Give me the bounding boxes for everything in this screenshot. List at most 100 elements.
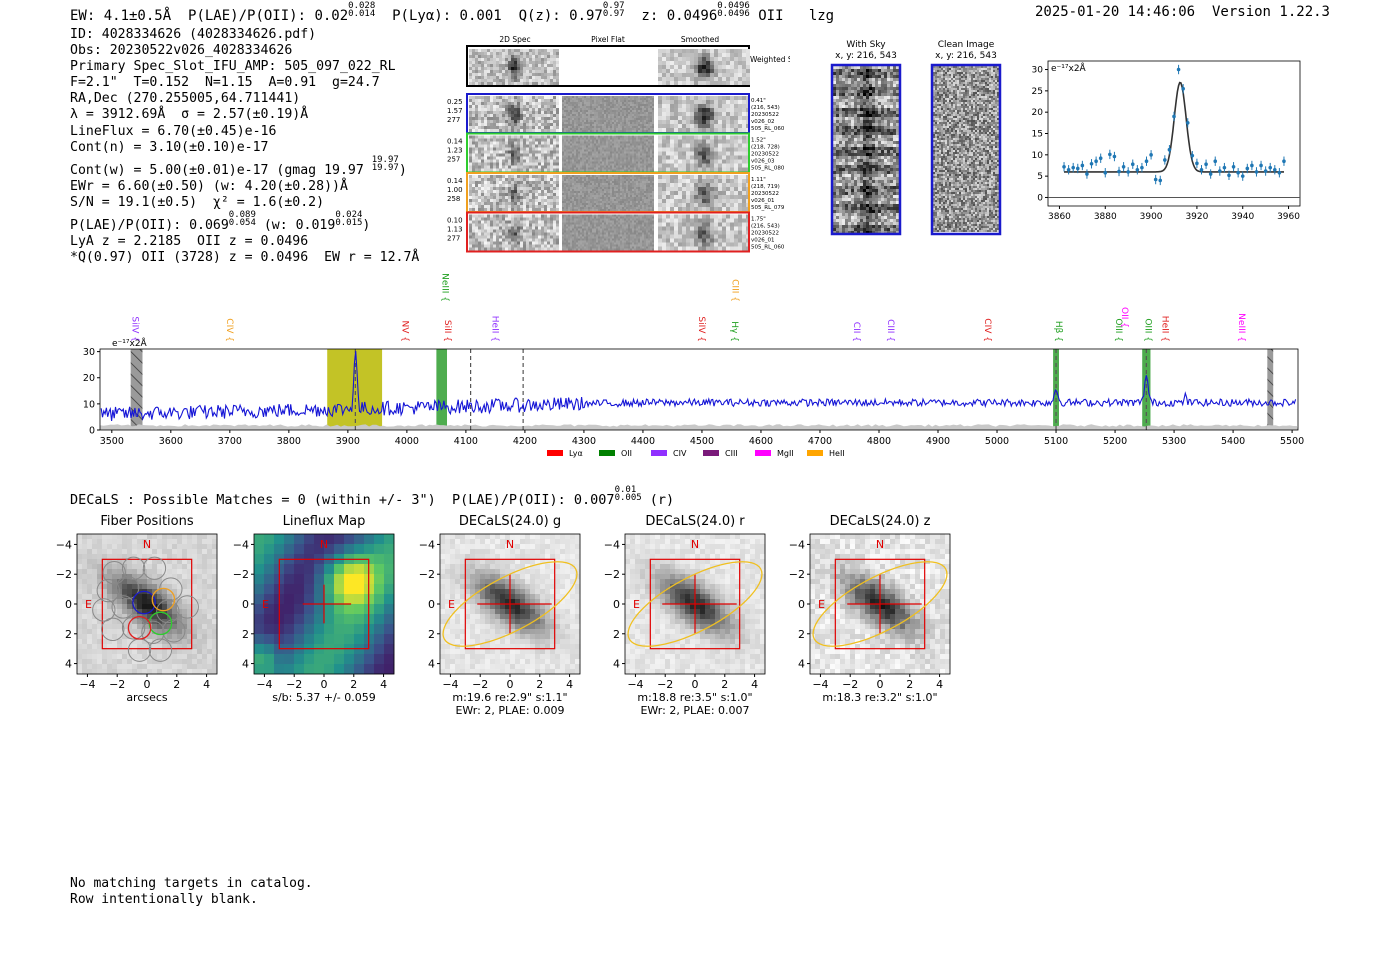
zoom-data-point [1240,171,1245,181]
fiber-circle [121,616,146,640]
detection-info: ID: 4028334626 (4028334626.pdf) Obs: 202… [70,27,419,266]
fiber-circle [102,561,126,585]
spectral-line-label: OII { [1119,307,1129,328]
plae-w-lo: 0.015 [335,218,363,229]
zoom-data-point [1149,150,1153,160]
zoom-data-point [1066,165,1071,175]
east-label: E [818,598,825,611]
zoom-data-point [1167,145,1172,155]
fiber-circle [101,617,125,641]
strip-smooth [658,214,750,251]
panel-ytick-label: 4 [798,658,805,671]
panel-title: DECaLS(24.0) r [645,514,745,529]
north-label: N [320,538,328,551]
spectrum-xtick-label: 4100 [454,436,478,447]
info-fit: F=2.1" T=0.152 N=1.15 A=0.91 g=24.7 [70,75,380,91]
spectral-line-label: SiIV { [129,316,139,342]
panel-xtick-label: −2 [286,678,302,691]
info-ewr: EWr = 6.60(±0.50) (w: 4.20(±0.28))Å [70,178,348,194]
plae-header: P(LAE)/P(OII): 0.02 [188,8,349,24]
spectral-line-label: CIV { [224,318,234,342]
header-timestamp: 2025-01-20 14:46:06 Version 1.22.3 [1035,4,1330,20]
ew-value: EW: 4.1±0.5Å [70,8,172,24]
highlighted-fiber [127,616,152,640]
highlighted-fiber [151,587,176,612]
header-summary: EW: 4.1±0.5Å P(LAE)/P(OII): 0.02 0.028 0.0… [70,2,834,25]
info-lya: LyA z = 2.2185 OII z = 0.0496 [70,234,309,250]
zoom-data-point [1130,159,1135,169]
panel-ytick-label: −4 [233,538,249,551]
strip-right-label: (216, 543) [751,105,780,111]
panel-xtick-label: 0 [507,678,514,691]
panel-caption: m:18.3 re:3.2" s:1.0" [822,691,937,704]
strip-left-label: 258 [447,195,460,203]
spectrum-background [100,349,1298,430]
zoom-data-point [1245,163,1250,174]
zoom-data-point [1213,156,1218,166]
info-contn: Cont(n) = 3.10(±0.10)e-17 [70,139,269,155]
panel-caption-2: EWr: 2, PLAE: 0.007 [640,704,749,717]
zoom-data-point [1080,160,1085,171]
zoom-data-point [1181,84,1185,94]
strip-right-label: 20230522 [751,152,779,158]
imaging-panel: Lineflux Map −4 4 −2 2 0 0 2 −2 4 −4 N Es/b: 5.37 +/… [233,514,395,704]
spectrum-xtick-label: 4000 [395,436,419,447]
version: Version 1.22.3 [1211,4,1330,20]
panel-caption: s/b: 5.37 +/- 0.059 [272,691,376,704]
shaded-region [1053,349,1059,430]
zoom-data-point [1277,168,1282,178]
strip-left-label: 0.10 [447,217,463,225]
qz-header-bounds: 0.97 0.97 [602,2,625,19]
fiber-circle [156,599,180,624]
spectral-line-label: NeIII { [439,273,449,302]
legend-entry: HeII [807,449,845,458]
noise-band [100,424,1298,430]
north-label: N [691,538,699,551]
info-obs: Obs: 20230522v026_4028334626 [70,43,293,59]
decals-summary-text: DECaLS : Possible Matches = 0 (within +/… [70,492,615,508]
spectrum-xtick-label: 3500 [100,436,124,447]
gmag-bounds: 19.97 19.97 [372,155,399,172]
panel-ytick-label: −2 [789,568,805,581]
spectrum-xtick-label: 4300 [572,436,596,447]
zoom-xtick-label: 3860 [1048,212,1071,222]
info-lambda: λ = 3912.69Å σ = 2.57(±0.19)Å [70,107,309,123]
strip-right-label: v026_01 [751,238,775,244]
strip-right-label: (218, 719) [751,184,780,190]
qz-header: Q(z): 0.97 [518,8,603,24]
strip-smooth [658,175,750,211]
spectrum-ytick-label: 20 [83,373,95,384]
strip-border [466,211,750,253]
panel-ytick-label: 2 [65,628,72,641]
zoom-data-point [1163,155,1167,165]
zoom-data-point [1112,151,1117,162]
spectrum-unit-label: e⁻¹⁷x2Å [112,337,148,349]
qz-header-lo: 0.97 [602,9,625,19]
panel-ytick-label: 4 [428,658,435,671]
spectrum-ytick-label: 30 [83,347,95,358]
plae-header-bounds: 0.028 0.014 [348,2,375,19]
strip-smooth [658,135,750,172]
panel-ytick-label: −2 [604,568,620,581]
zoom-data-point [1236,168,1240,178]
strip-flat [562,214,654,251]
spectrum-xtick-label: 3600 [159,436,183,447]
spectrum-xtick-label: 3800 [277,436,301,447]
z-header-bounds: 0.0496 0.0496 [717,2,750,19]
strip-left-label: 257 [447,156,460,164]
zoom-data-point [1263,166,1268,176]
fiber-circle [96,578,120,603]
info-lineflux: LineFlux = 6.70(±0.45)e-16 [70,123,277,139]
spectral-line-label: NV { [400,321,410,342]
fiber-circle [141,620,165,644]
spectrum-xtick-label: 4400 [631,436,655,447]
strip-right-label: 1.75" [751,217,766,223]
panel-xtick-label: −4 [812,678,828,691]
zoom-data-point [1254,167,1259,177]
strip-right-label: 20230522 [751,191,779,197]
strip-left-label: 0.25 [447,98,463,106]
north-label: N [506,538,514,551]
